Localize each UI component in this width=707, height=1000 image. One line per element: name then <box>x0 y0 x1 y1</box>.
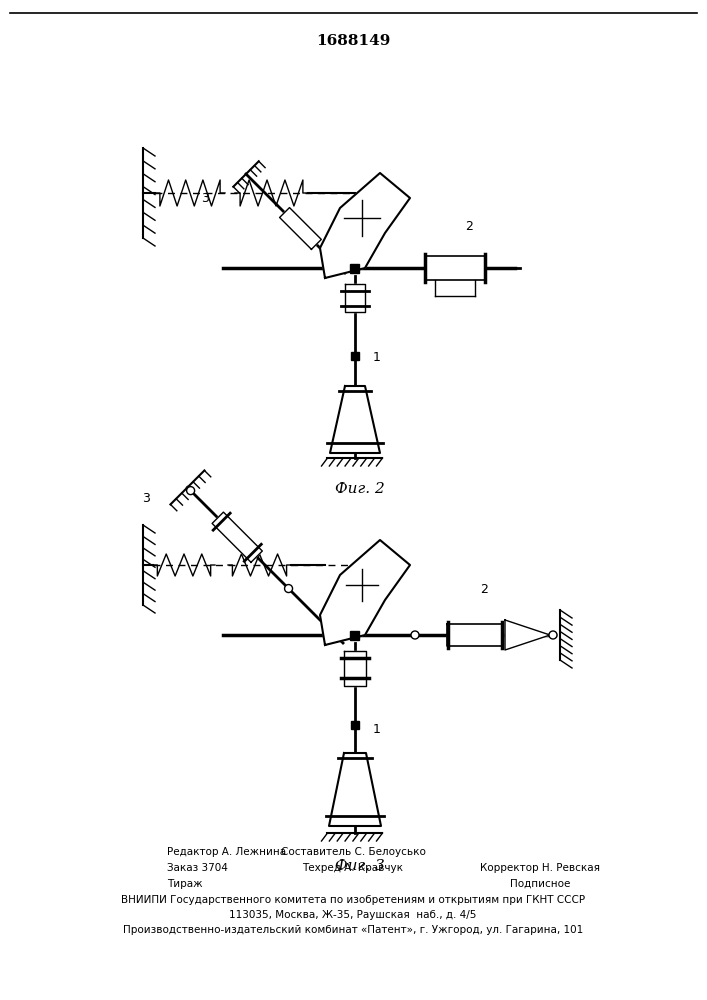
Text: Техред А. Кравчук: Техред А. Кравчук <box>303 863 404 873</box>
Text: Фиг. 3: Фиг. 3 <box>335 859 385 873</box>
Polygon shape <box>345 284 365 312</box>
Polygon shape <box>505 620 550 650</box>
Circle shape <box>411 631 419 639</box>
Circle shape <box>187 487 194 495</box>
Polygon shape <box>351 263 359 272</box>
Polygon shape <box>173 473 201 502</box>
Polygon shape <box>212 512 262 562</box>
Polygon shape <box>351 352 359 360</box>
Text: 2: 2 <box>465 220 473 233</box>
Polygon shape <box>320 540 410 645</box>
Text: 1: 1 <box>373 723 381 736</box>
Polygon shape <box>351 721 359 729</box>
Text: Корректор Н. Ревская: Корректор Н. Ревская <box>480 863 600 873</box>
Polygon shape <box>329 753 381 826</box>
Circle shape <box>549 631 557 639</box>
Polygon shape <box>320 173 410 278</box>
Polygon shape <box>425 256 485 280</box>
Text: 2: 2 <box>480 583 488 596</box>
Text: 3: 3 <box>201 192 209 205</box>
Text: Редактор А. Лежнина: Редактор А. Лежнина <box>167 847 286 857</box>
Text: 3: 3 <box>142 492 151 505</box>
Text: ВНИИПИ Государственного комитета по изобретениям и открытиям при ГКНТ СССР: ВНИИПИ Государственного комитета по изоб… <box>121 895 585 905</box>
Text: Подписное: Подписное <box>510 879 570 889</box>
Circle shape <box>284 585 293 593</box>
Polygon shape <box>344 650 366 686</box>
Text: Фиг. 2: Фиг. 2 <box>335 482 385 496</box>
Text: Тираж: Тираж <box>167 879 203 889</box>
Text: Составитель С. Белоусько: Составитель С. Белоусько <box>281 847 426 857</box>
Text: 1: 1 <box>373 351 381 364</box>
Text: Заказ 3704: Заказ 3704 <box>167 863 228 873</box>
Polygon shape <box>279 208 321 249</box>
Polygon shape <box>330 386 380 453</box>
Text: 113035, Москва, Ж-35, Раушская  наб., д. 4/5: 113035, Москва, Ж-35, Раушская наб., д. … <box>229 910 477 920</box>
Text: Производственно-издательский комбинат «Патент», г. Ужгород, ул. Гагарина, 101: Производственно-издательский комбинат «П… <box>123 925 583 935</box>
Polygon shape <box>448 624 503 646</box>
Polygon shape <box>351 631 359 640</box>
Text: 1688149: 1688149 <box>316 34 390 48</box>
